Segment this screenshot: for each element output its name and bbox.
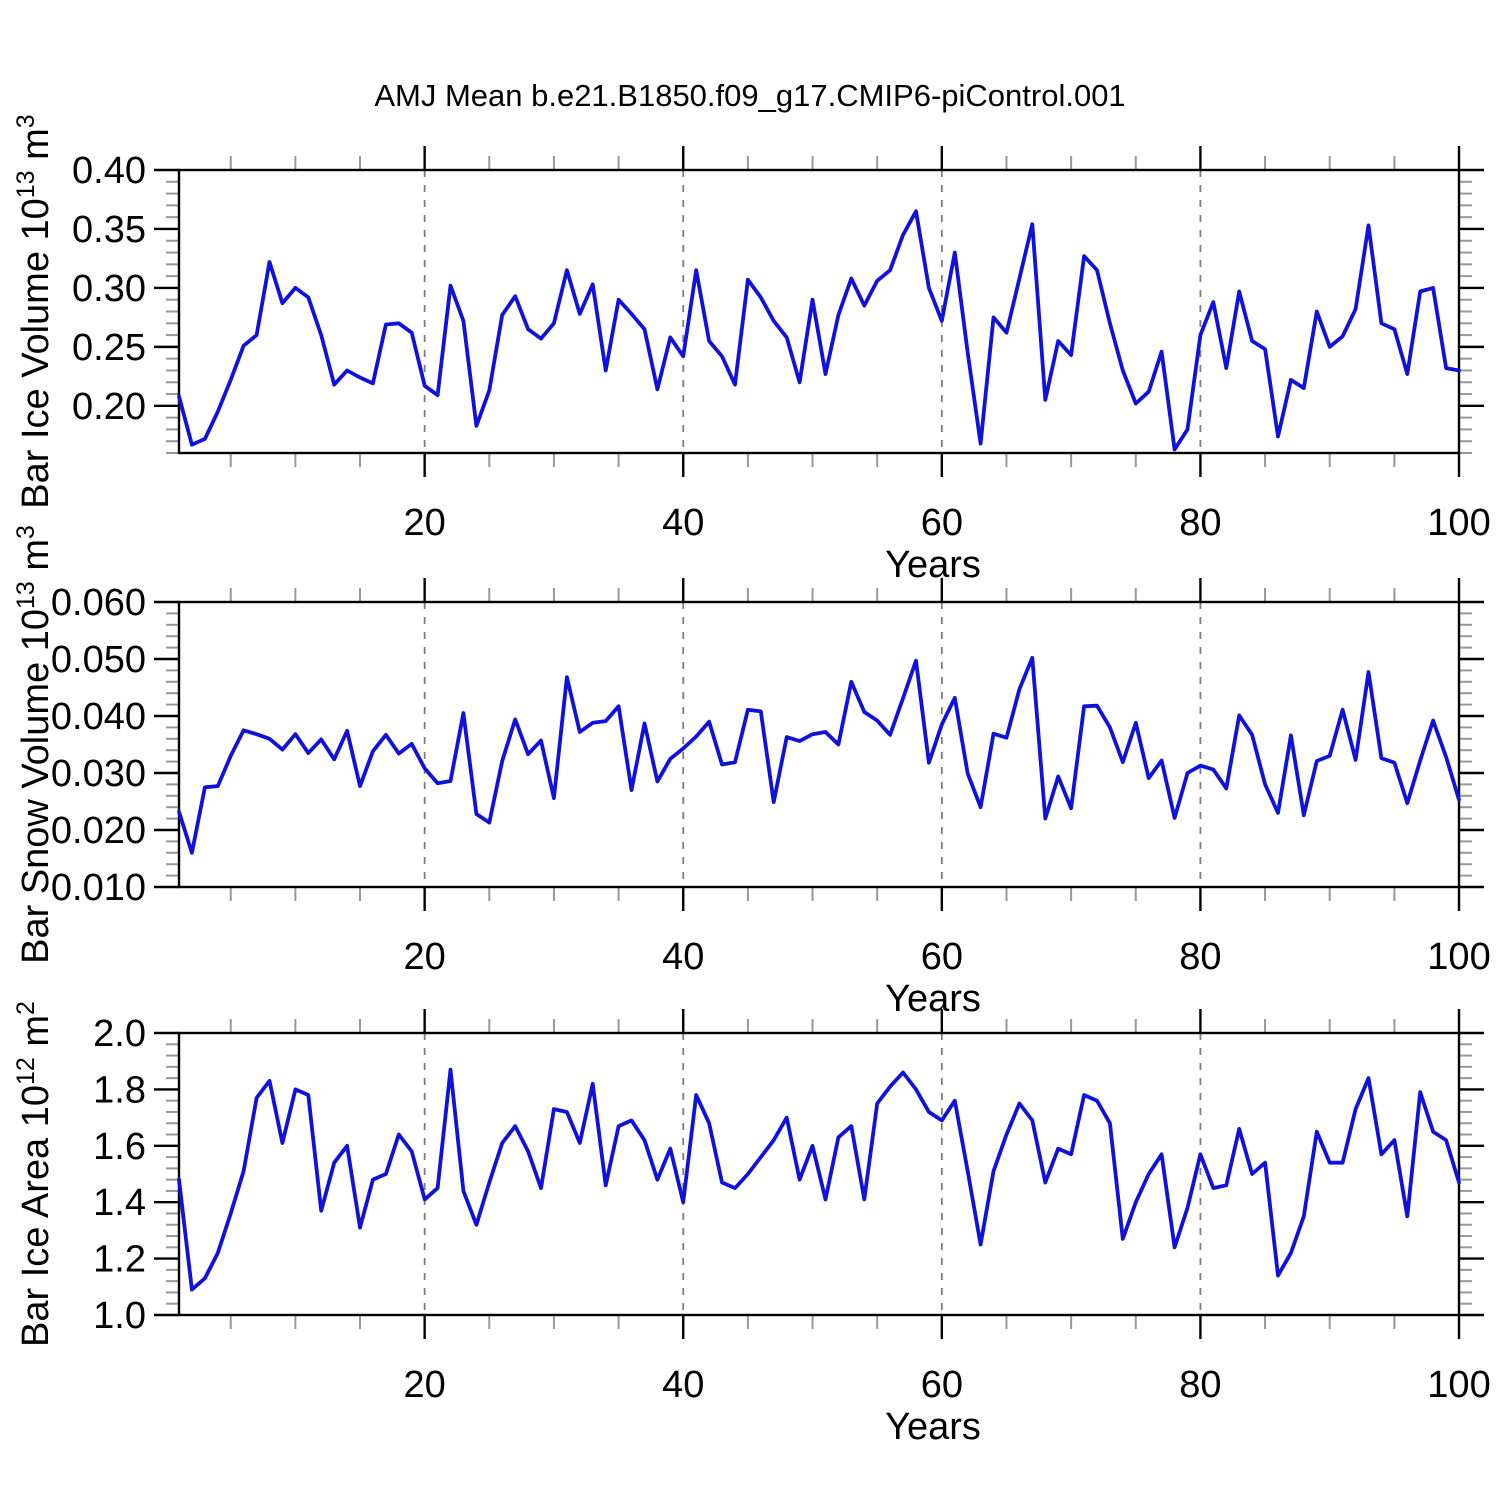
- svg-text:0.010: 0.010: [51, 867, 146, 909]
- gridlines: [423, 1033, 1202, 1315]
- svg-text:0.030: 0.030: [51, 753, 146, 795]
- svg-text:60: 60: [921, 502, 963, 544]
- series-line: [177, 1067, 1461, 1292]
- y-axis-title: Bar Snow Volume 1013 m3: [12, 525, 57, 964]
- y-tick-labels: 1.0 1.2 1.4 1.6 1.8 2.0: [93, 1013, 146, 1337]
- svg-text:80: 80: [1179, 1364, 1221, 1406]
- minor-ticks: [166, 156, 1472, 467]
- svg-text:0.060: 0.060: [51, 582, 146, 624]
- major-ticks: [154, 146, 1484, 477]
- svg-text:20: 20: [404, 1364, 446, 1406]
- svg-text:60: 60: [921, 936, 963, 978]
- panel-2: 0.010 0.020 0.030 0.040 0.050 0.060 20 40 60 80 10…: [12, 525, 1491, 1020]
- panel-1: 0.20 0.25 0.30 0.35 0.40 20 40 60 80 100 Years Bar …: [12, 114, 1491, 586]
- svg-text:20: 20: [404, 936, 446, 978]
- svg-text:0.040: 0.040: [51, 696, 146, 738]
- plot-frame: [177, 1031, 1461, 1317]
- svg-text:40: 40: [662, 1364, 704, 1406]
- series-line: [177, 209, 1461, 452]
- svg-text:80: 80: [1179, 936, 1221, 978]
- svg-text:1.4: 1.4: [93, 1182, 146, 1224]
- svg-text:80: 80: [1179, 502, 1221, 544]
- major-ticks: [154, 1009, 1484, 1339]
- svg-text:20: 20: [404, 502, 446, 544]
- x-tick-labels: 20 40 60 80 100: [404, 502, 1491, 544]
- svg-text:1.0: 1.0: [93, 1295, 146, 1337]
- svg-text:0.30: 0.30: [72, 268, 146, 310]
- chart-title: AMJ Mean b.e21.B1850.f09_g17.CMIP6-piCon…: [374, 78, 1126, 113]
- svg-text:40: 40: [662, 502, 704, 544]
- gridlines: [423, 602, 1202, 887]
- svg-text:1.6: 1.6: [93, 1126, 146, 1168]
- svg-text:60: 60: [921, 1364, 963, 1406]
- svg-text:100: 100: [1427, 936, 1490, 978]
- panel-3: 1.0 1.2 1.4 1.6 1.8 2.0 20 40 60 80 100 Years Bar Ic…: [12, 1001, 1491, 1448]
- x-axis-title: Years: [885, 544, 981, 586]
- y-tick-labels: 0.010 0.020 0.030 0.040 0.050 0.060: [51, 582, 146, 909]
- plot-frame: [177, 600, 1461, 889]
- svg-text:0.40: 0.40: [72, 150, 146, 192]
- svg-text:0.20: 0.20: [72, 386, 146, 428]
- svg-text:1.8: 1.8: [93, 1069, 146, 1111]
- y-axis-title: Bar Ice Volume 1013 m3: [12, 114, 57, 508]
- major-ticks: [154, 578, 1484, 911]
- minor-ticks: [166, 1019, 1472, 1329]
- svg-text:2.0: 2.0: [93, 1013, 146, 1055]
- svg-text:0.25: 0.25: [72, 327, 146, 369]
- x-axis-title: Years: [885, 1406, 981, 1448]
- svg-text:100: 100: [1427, 1364, 1490, 1406]
- x-tick-labels: 20 40 60 80 100: [404, 936, 1491, 978]
- minor-ticks: [166, 588, 1472, 901]
- series-line: [177, 656, 1461, 855]
- y-axis-title: Bar Ice Area 1012 m2: [12, 1001, 57, 1347]
- svg-text:0.050: 0.050: [51, 639, 146, 681]
- x-axis-title: Years: [885, 978, 981, 1020]
- svg-text:100: 100: [1427, 502, 1490, 544]
- x-tick-labels: 20 40 60 80 100: [404, 1364, 1491, 1406]
- y-tick-labels: 0.20 0.25 0.30 0.35 0.40: [72, 150, 146, 428]
- svg-text:40: 40: [662, 936, 704, 978]
- plot-frame: [177, 168, 1461, 455]
- svg-text:0.020: 0.020: [51, 810, 146, 852]
- svg-text:1.2: 1.2: [93, 1239, 146, 1281]
- svg-text:0.35: 0.35: [72, 209, 146, 251]
